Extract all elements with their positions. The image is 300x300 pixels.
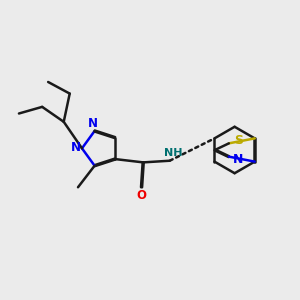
Text: N: N [233, 154, 243, 166]
Text: S: S [234, 134, 243, 147]
Text: NH: NH [164, 148, 182, 158]
Text: O: O [136, 189, 146, 202]
Text: N: N [88, 117, 98, 130]
Text: N: N [71, 141, 81, 154]
